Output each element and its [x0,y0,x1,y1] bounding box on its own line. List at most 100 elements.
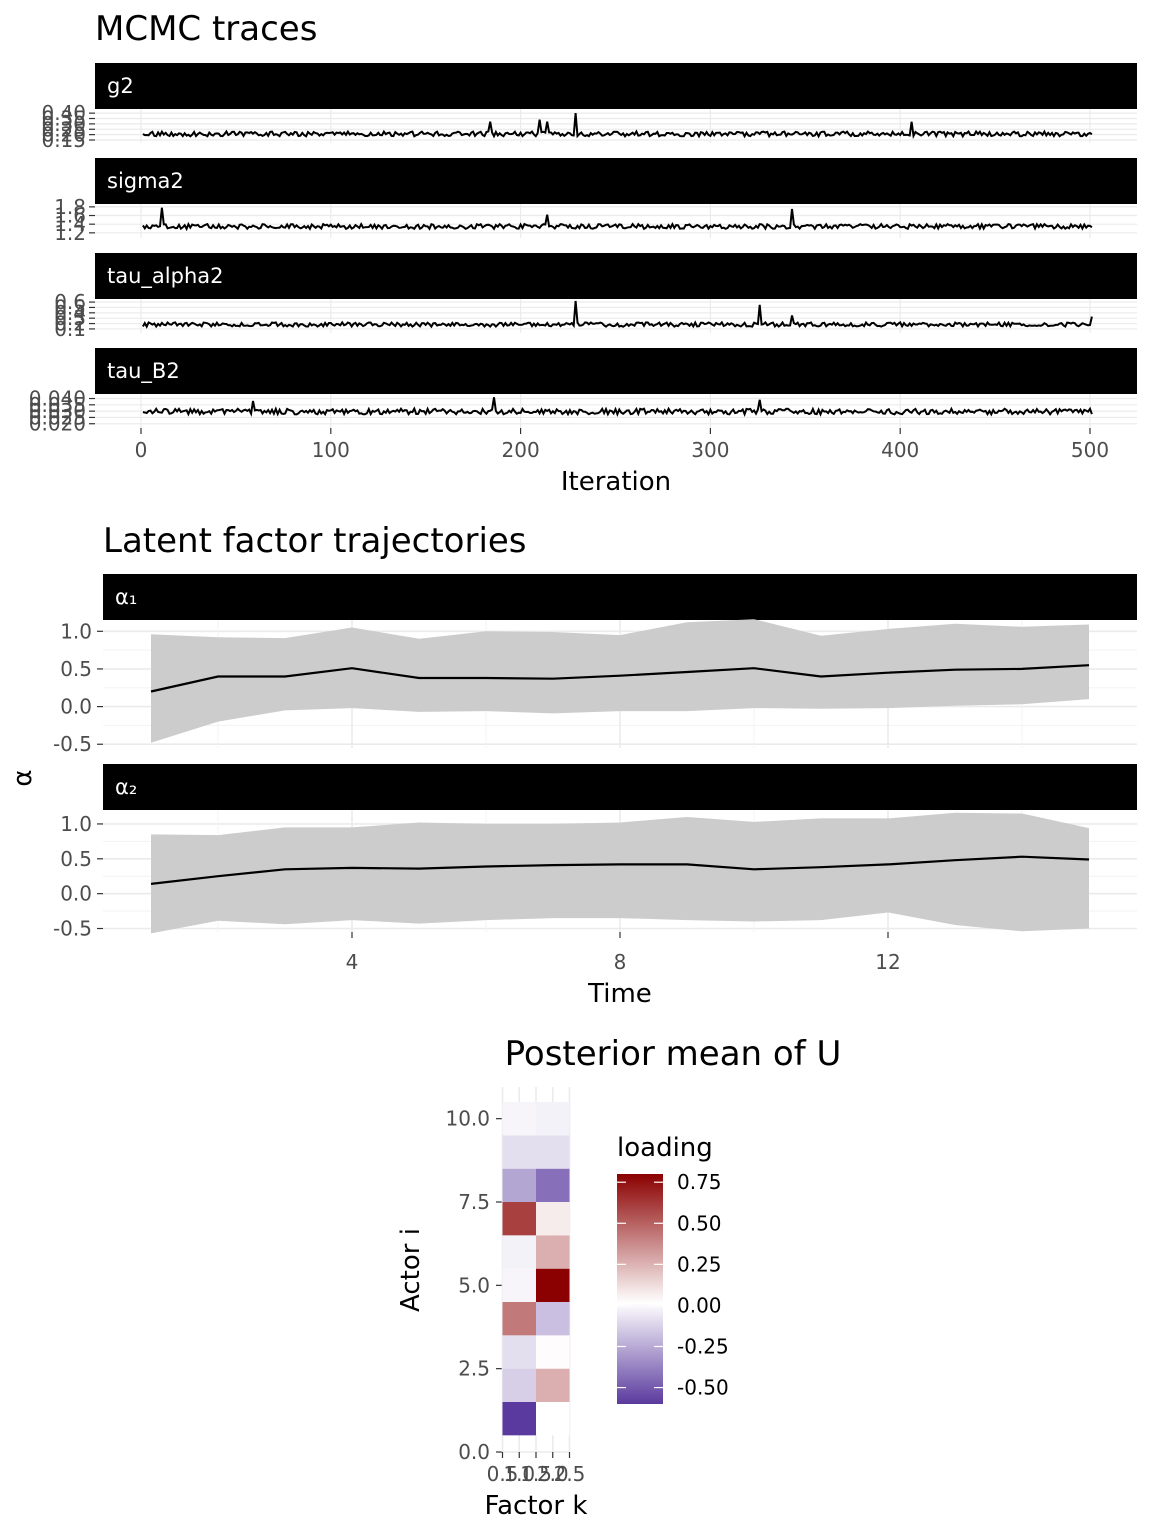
posterior-u-panel: Posterior mean of U Factor k Actor i loa… [396,1034,841,1521]
y-tick-label: 10.0 [445,1107,490,1131]
posterior-u-ylabel: Actor i [396,1228,426,1312]
x-tick-label: 500 [1071,438,1109,462]
trace-line [142,300,1093,329]
legend-tick-label: 0.25 [677,1252,722,1276]
x-tick-label: 100 [312,438,350,462]
y-tick-label: 0.4 [54,301,86,325]
x-tick-label: 8 [614,950,627,974]
credible-band [151,619,1089,743]
facet-strip-label: tau_alpha2 [107,264,223,289]
y-tick-label: 0.30 [41,112,86,136]
y-tick-label: 0.030 [29,399,86,423]
heat-cell [502,1235,536,1269]
facet-strip-label: tau_B2 [107,359,180,384]
mean-line [150,855,1090,885]
posterior-u-title: Posterior mean of U [505,1034,842,1074]
x-tick-label: 4 [346,950,359,974]
latent-trajectories-title: Latent factor trajectories [103,521,527,561]
y-tick-label: 0.025 [29,405,86,429]
mcmc-traces-panel: MCMC traces Iteration g20.150.200.250.30… [29,9,1137,497]
facet-strip-label: α₁ [115,585,137,609]
legend-tick-label: -0.25 [677,1335,729,1359]
heat-cell [536,1202,570,1236]
y-tick-label: 0.1 [54,317,86,341]
facet-strip [95,63,1137,109]
facet-strip [103,764,1137,810]
heat-cell [502,1168,536,1202]
y-tick-label: 0.040 [29,387,86,411]
heat-cell [536,1368,570,1402]
y-tick-label: 0.5 [60,657,92,681]
legend-tick-label: 0.75 [677,1170,722,1194]
facet-strip-label: α₂ [115,775,137,799]
heat-cell [502,1302,536,1336]
x-tick-label: 300 [691,438,729,462]
x-tick-label: 0.5 [487,1462,519,1486]
x-tick-label: 200 [502,438,540,462]
y-tick-label: 0.5 [54,295,86,319]
posterior-u-xlabel: Factor k [485,1491,588,1521]
heat-cell [536,1402,570,1436]
y-tick-label: 0.0 [458,1440,490,1464]
trace-panel-bg [95,299,1137,333]
y-tick-label: 0.020 [29,412,86,436]
y-tick-label: 1.2 [54,221,86,245]
latent-trajectories-xlabel: Time [587,979,652,1009]
y-tick-label: 0.3 [54,306,86,330]
heat-cell [502,1402,536,1436]
heat-cell [536,1235,570,1269]
heat-cell [502,1202,536,1236]
y-tick-label: 0.25 [41,117,86,141]
legend-title: loading [617,1133,713,1163]
legend-colorbar [617,1174,663,1404]
y-tick-label: 1.0 [60,812,92,836]
heat-cell [536,1302,570,1336]
y-tick-label: 7.5 [458,1190,490,1214]
y-tick-label: 1.0 [60,619,92,643]
y-tick-label: 1.4 [54,212,86,236]
y-tick-label: 0.035 [29,393,86,417]
x-tick-label: 1.0 [503,1462,535,1486]
heat-cell [536,1168,570,1202]
latent-trajectories-panel: Latent factor trajectories Time α α₁ 1.0 0… [8,521,1137,1009]
heat-cell [536,1268,570,1302]
facet-strip [95,348,1137,394]
mean-line [150,664,1090,693]
y-tick-label: 1.8 [54,195,86,219]
facet-strip [95,158,1137,204]
x-tick-label: 12 [875,950,900,974]
heat-cell [502,1368,536,1402]
credible-band [151,812,1089,934]
latent-trajectories-ylabel: α [8,769,38,786]
y-tick-label: 0.20 [41,123,86,147]
heat-cell [502,1268,536,1302]
y-tick-label: 0.35 [41,107,86,131]
y-tick-label: 0.0 [60,882,92,906]
legend-tick-label: 0.00 [677,1293,722,1317]
x-tick-label: 1.5 [520,1462,552,1486]
y-tick-label: -0.5 [53,732,92,756]
y-tick-label: 1.6 [54,204,86,228]
x-tick-label: 2.5 [554,1462,586,1486]
trace-line [142,113,1093,140]
facet-strip-label: g2 [107,74,134,98]
y-tick-label: 0.5 [60,847,92,871]
facet-strip [95,253,1137,299]
y-tick-label: 0.2 [54,312,86,336]
heat-cell [502,1335,536,1369]
facet-strip [103,574,1137,620]
mcmc-traces-title: MCMC traces [95,9,317,49]
heat-cell [502,1102,536,1136]
facet-strip-label: sigma2 [107,169,184,193]
trace-panel-bg [95,109,1137,143]
heat-cell [536,1102,570,1136]
heat-cell [536,1335,570,1369]
x-tick-label: 0 [135,438,148,462]
x-tick-label: 400 [881,438,919,462]
legend-tick-label: 0.50 [677,1211,722,1235]
x-tick-label: 2.0 [537,1462,569,1486]
y-tick-label: -0.5 [53,917,92,941]
legend-tick-label: -0.50 [677,1376,729,1400]
trace-line [142,207,1093,232]
